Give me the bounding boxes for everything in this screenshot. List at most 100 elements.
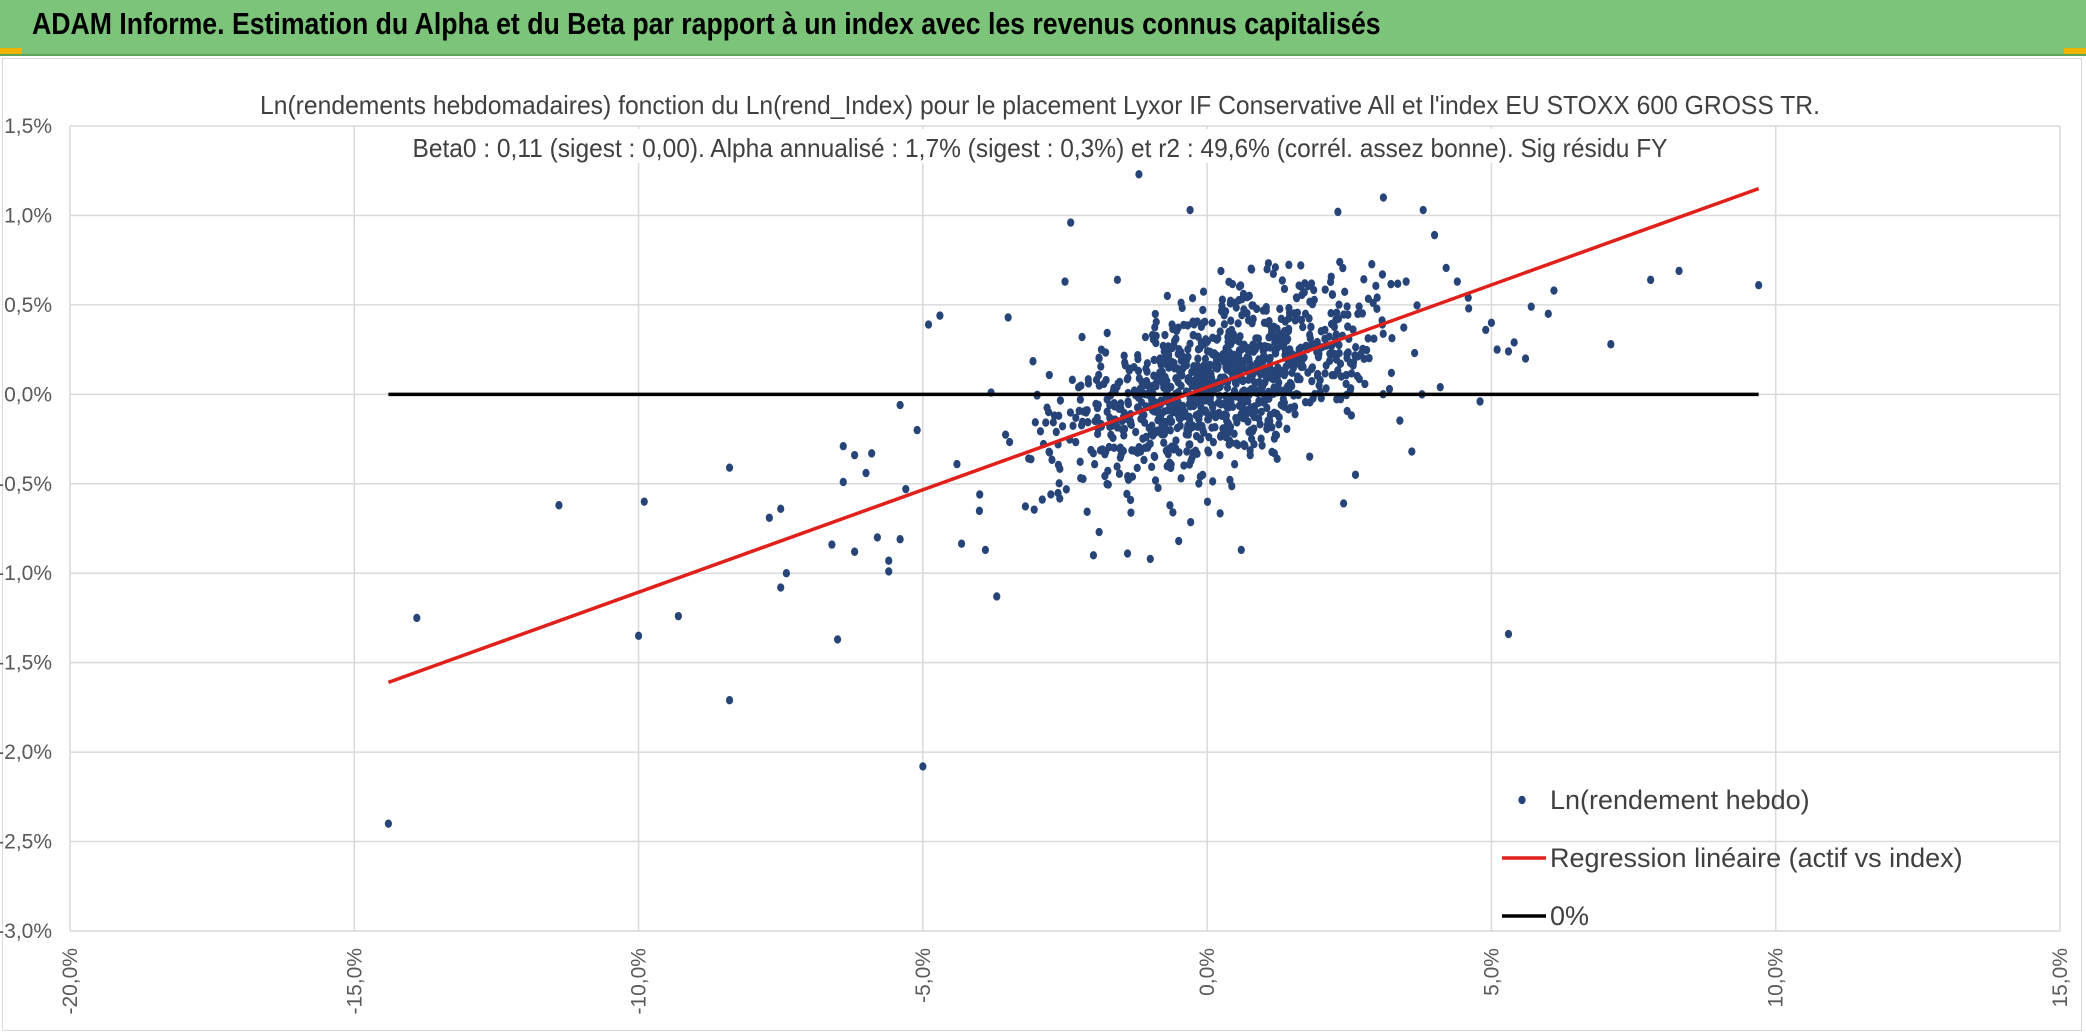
- scatter-point: [1132, 427, 1140, 437]
- scatter-point: [1364, 334, 1372, 343]
- y-tick-label: -2,0%: [0, 741, 52, 764]
- scatter-point: [555, 501, 563, 510]
- scatter-point: [1116, 453, 1124, 462]
- scatter-point: [1144, 441, 1153, 450]
- scatter-point: [1194, 354, 1202, 363]
- scatter-point: [1256, 420, 1264, 429]
- scatter-point: [1078, 332, 1086, 342]
- scatter-point: [634, 631, 643, 641]
- scatter-point: [1385, 384, 1394, 394]
- scatter-point: [1080, 407, 1088, 416]
- scatter-point: [782, 569, 791, 578]
- scatter-point: [1083, 507, 1091, 516]
- scatter-point: [1550, 286, 1558, 295]
- scatter-point: [868, 449, 876, 458]
- title-background: [255, 86, 1823, 120]
- scatter-point: [1230, 366, 1239, 376]
- scatter-point: [1154, 483, 1162, 493]
- scatter-point: [1095, 354, 1103, 363]
- x-tick-label: -15,0%: [343, 948, 366, 1015]
- scatter-point: [1482, 325, 1490, 335]
- scatter-point: [1235, 282, 1244, 291]
- scatter-point: [1373, 304, 1381, 314]
- scatter-point: [1186, 205, 1194, 215]
- scatter-point: [777, 583, 785, 592]
- legend: Ln(rendement hebdo) Regression linéaire (…: [1502, 785, 1963, 931]
- scatter-point: [1372, 281, 1380, 291]
- scatter-point: [1278, 401, 1286, 410]
- scatter-point: [1162, 425, 1170, 434]
- scatter-point: [1096, 446, 1105, 455]
- scatter-point: [1199, 287, 1208, 296]
- scatter-point: [1232, 358, 1240, 367]
- scatter-point: [1240, 340, 1248, 349]
- scatter-point: [1186, 422, 1194, 431]
- scatter-point: [919, 762, 927, 771]
- scatter-point: [1156, 354, 1164, 363]
- scatter-point: [1297, 282, 1305, 291]
- scatter-point: [1227, 438, 1235, 448]
- subtitle-background: [400, 129, 1680, 163]
- scatter-point: [1347, 384, 1355, 393]
- scatter-point: [1243, 356, 1251, 366]
- scatter-point: [1400, 323, 1408, 332]
- scatter-point: [1387, 279, 1395, 289]
- scatter-point: [1166, 417, 1175, 427]
- scatter-point: [1299, 322, 1307, 332]
- scatter-point: [1164, 449, 1172, 459]
- scatter-point: [1200, 368, 1208, 378]
- scatter-point: [1219, 424, 1227, 433]
- scatter-point: [384, 819, 392, 828]
- scatter-point: [1001, 430, 1010, 439]
- scatter-point: [1160, 438, 1168, 447]
- scatter-point: [1091, 416, 1099, 426]
- y-tick-label: 1,5%: [4, 115, 52, 138]
- scatter-point: [1304, 368, 1312, 377]
- banner-corner-accent-right: [2064, 48, 2086, 54]
- scatter-point: [1148, 330, 1157, 340]
- scatter-point: [1267, 366, 1275, 375]
- scatter-point: [1363, 345, 1371, 355]
- scatter-point: [1061, 277, 1069, 286]
- scatter-point: [1340, 499, 1348, 508]
- x-tick-label: -10,0%: [628, 948, 651, 1015]
- scatter-point: [1402, 277, 1410, 286]
- scatter-point: [1344, 322, 1352, 331]
- scatter-point: [1077, 381, 1085, 390]
- scatter-point: [1285, 308, 1294, 318]
- chart-title-block: Ln(rendements hebdomadaires) fonction du…: [255, 86, 1823, 163]
- scatter-point: [1210, 349, 1218, 358]
- scatter-point: [1187, 517, 1195, 527]
- scatter-point: [1353, 352, 1362, 361]
- scatter-point: [1755, 281, 1763, 290]
- scatter-point: [1222, 430, 1230, 440]
- scatter-point: [1072, 413, 1080, 422]
- scatter-point: [1361, 379, 1369, 389]
- x-tick-label: 10,0%: [1765, 948, 1788, 1008]
- scatter-point: [1453, 277, 1461, 286]
- scatter-point: [1201, 406, 1209, 415]
- scatter-point: [1293, 374, 1302, 384]
- y-tick-label: -3,0%: [0, 920, 52, 943]
- scatter-point: [1123, 489, 1131, 499]
- scatter-point: [1228, 279, 1237, 289]
- scatter-point: [1647, 275, 1655, 285]
- scatter-point: [1265, 394, 1273, 403]
- scatter-point: [1265, 333, 1273, 342]
- scatter-point: [1128, 472, 1137, 481]
- scatter-point: [413, 613, 421, 623]
- scatter-point: [1174, 323, 1182, 332]
- scatter-point: [1216, 451, 1224, 460]
- scatter-point: [1285, 260, 1293, 270]
- scatter-point: [913, 425, 921, 435]
- scatter-point: [1095, 527, 1103, 537]
- scatter-point: [1336, 359, 1345, 368]
- scatter-point: [1163, 462, 1171, 471]
- scatter-point: [1365, 353, 1373, 363]
- y-tick-label: -0,5%: [0, 473, 52, 496]
- scatter-point: [1436, 382, 1444, 392]
- scatter-point: [1154, 415, 1162, 425]
- scatter-point: [1205, 432, 1213, 442]
- scatter-point: [1220, 311, 1228, 320]
- scatter-point: [1378, 270, 1387, 279]
